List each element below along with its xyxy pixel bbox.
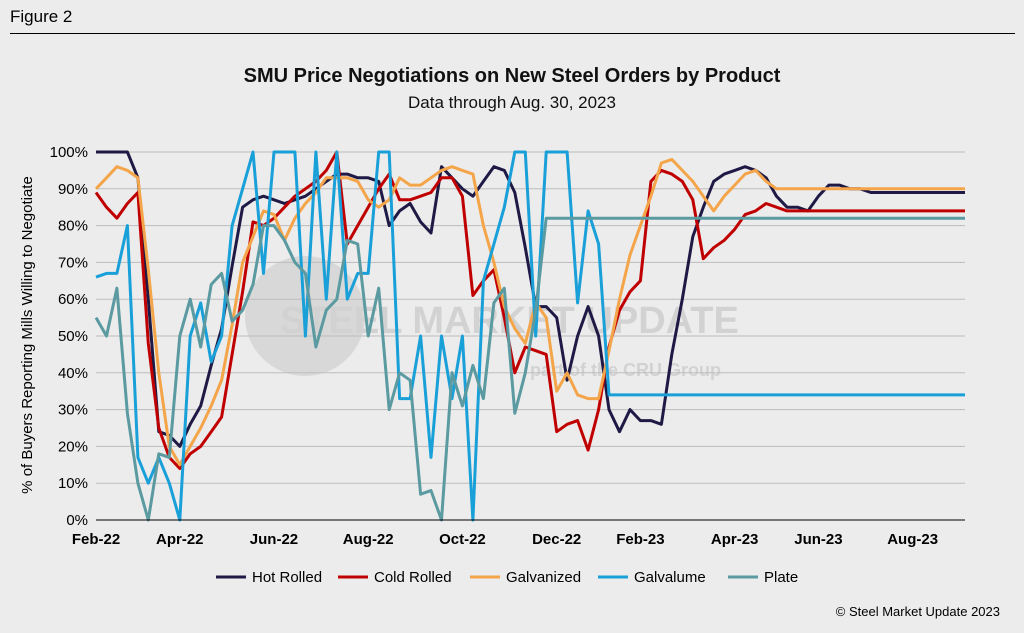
x-tick-label: Apr-23	[711, 531, 759, 548]
copyright: © Steel Market Update 2023	[836, 604, 1000, 619]
y-tick-label: 20%	[58, 438, 88, 455]
legend-label: Plate	[764, 569, 798, 586]
figure-rule	[10, 33, 1015, 34]
x-tick-label: Aug-22	[343, 531, 394, 548]
y-tick-label: 70%	[58, 254, 88, 271]
x-tick-label: Jun-22	[250, 531, 298, 548]
x-tick-label: Aug-23	[887, 531, 938, 548]
legend: Hot Rolled Cold Rolled Galvanized Galvalume…	[216, 569, 798, 586]
series-lines	[94, 150, 965, 522]
series-line-hot-rolled	[96, 150, 965, 448]
x-tick-label: Oct-22	[439, 531, 486, 548]
y-axis-label: % of Buyers Reporting Mills Willing to N…	[19, 176, 36, 494]
y-tick-label: 10%	[58, 475, 88, 492]
y-tick-label: 40%	[58, 365, 88, 382]
x-tick-label: Dec-22	[532, 531, 581, 548]
y-tick-label: 100%	[50, 144, 88, 161]
figure-label: Figure 2	[10, 7, 73, 26]
legend-label: Galvalume	[634, 569, 706, 586]
chart-subtitle: Data through Aug. 30, 2023	[408, 93, 616, 112]
legend-label: Hot Rolled	[252, 569, 322, 586]
y-tick-label: 30%	[58, 402, 88, 419]
x-tick-label: Feb-23	[616, 531, 664, 548]
legend-label: Galvanized	[506, 569, 581, 586]
x-tick-label: Feb-22	[72, 531, 120, 548]
legend-label: Cold Rolled	[374, 569, 452, 586]
watermark-tagline: part of the CRU Group	[530, 360, 721, 380]
series-line-plate	[94, 216, 965, 522]
x-tick-label: Jun-23	[794, 531, 842, 548]
x-axis-ticks: Feb-22 Apr-22 Jun-22 Aug-22 Oct-22 Dec-22 Feb-…	[72, 531, 938, 548]
y-axis-ticks: 0% 10% 20% 30% 40% 50% 60% 70% 80% 90% 100%	[50, 144, 88, 529]
y-tick-label: 80%	[58, 218, 88, 235]
y-tick-label: 90%	[58, 181, 88, 198]
y-tick-label: 0%	[66, 512, 88, 529]
series-line-galvalume	[95, 150, 965, 522]
x-tick-label: Apr-22	[156, 531, 204, 548]
y-tick-label: 60%	[58, 291, 88, 308]
y-tick-label: 50%	[58, 328, 88, 345]
watermark: STEEL MARKET UPDATE part of the CRU Grou…	[245, 256, 739, 380]
chart-title: SMU Price Negotiations on New Steel Orde…	[244, 65, 781, 87]
line-chart: STEEL MARKET UPDATE part of the CRU Grou…	[19, 65, 1000, 619]
chart-panel: STEEL MARKET UPDATE part of the CRU Grou…	[10, 40, 1015, 626]
series-line-galvanized	[94, 157, 965, 467]
